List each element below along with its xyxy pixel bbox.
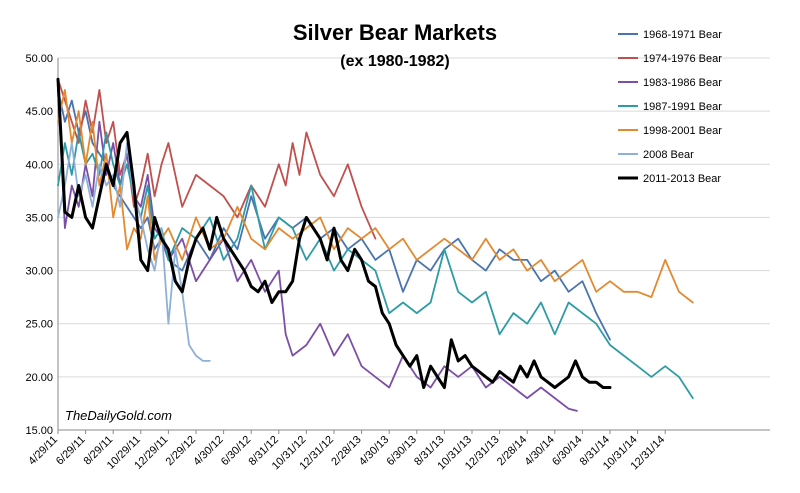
y-tick-label: 20.00 bbox=[25, 372, 53, 384]
legend-label: 1983-1986 Bear bbox=[643, 77, 722, 89]
legend-label: 1974-1976 Bear bbox=[643, 53, 722, 65]
x-tick-label: 6/30/12 bbox=[219, 434, 253, 468]
legend-label: 1968-1971 Bear bbox=[643, 29, 722, 41]
x-tick-label: 4/30/14 bbox=[522, 434, 556, 468]
x-tick-label: 4/29/11 bbox=[26, 434, 60, 468]
y-tick-label: 45.00 bbox=[25, 106, 53, 118]
x-tick-label: 2/28/14 bbox=[495, 434, 529, 468]
chart-title: Silver Bear Markets bbox=[293, 20, 497, 45]
legend-label: 2011-2013 Bear bbox=[643, 173, 721, 185]
chart-subtitle: (ex 1980-1982) bbox=[340, 53, 449, 70]
grid-layer bbox=[58, 57, 770, 378]
x-tick-label: 6/29/11 bbox=[54, 434, 88, 468]
series-line-2011-2013-bear bbox=[56, 77, 612, 389]
watermark-text: TheDailyGold.com bbox=[65, 408, 172, 423]
series-line-1974-1976-bear bbox=[57, 78, 377, 240]
y-tick-label: 35.00 bbox=[25, 212, 53, 224]
x-tick-label: 6/30/13 bbox=[384, 434, 418, 468]
x-tick-label: 2/28/13 bbox=[329, 434, 363, 468]
x-tick-label: 6/30/14 bbox=[550, 434, 584, 468]
legend-label: 1987-1991 Bear bbox=[643, 101, 722, 113]
y-tick-labels: 15.00 20.00 25.00 30.00 35.00 40.00 45.00 50.00 bbox=[25, 53, 53, 437]
y-tick-label: 15.00 bbox=[25, 425, 53, 437]
legend-label: 2008 Bear bbox=[643, 149, 694, 161]
series-line-1998-2001-bear bbox=[57, 89, 694, 304]
legend: 1968-1971 Bear 1974-1976 Bear 1983-1986 Be… bbox=[618, 29, 722, 185]
y-tick-label: 50.00 bbox=[25, 53, 53, 65]
y-tick-label: 30.00 bbox=[25, 266, 53, 278]
y-tick-label: 40.00 bbox=[25, 159, 53, 171]
legend-label: 1998-2001 Bear bbox=[643, 125, 722, 137]
x-tick-label: 4/30/12 bbox=[191, 434, 225, 468]
y-tick-label: 25.00 bbox=[25, 319, 53, 331]
series-layer bbox=[56, 77, 694, 412]
x-tick-label: 4/30/13 bbox=[357, 434, 391, 468]
x-tick-labels: 4/29/116/29/118/29/1110/29/1112/29/112/2… bbox=[26, 430, 667, 472]
x-tick-label: 2/29/12 bbox=[164, 434, 198, 468]
